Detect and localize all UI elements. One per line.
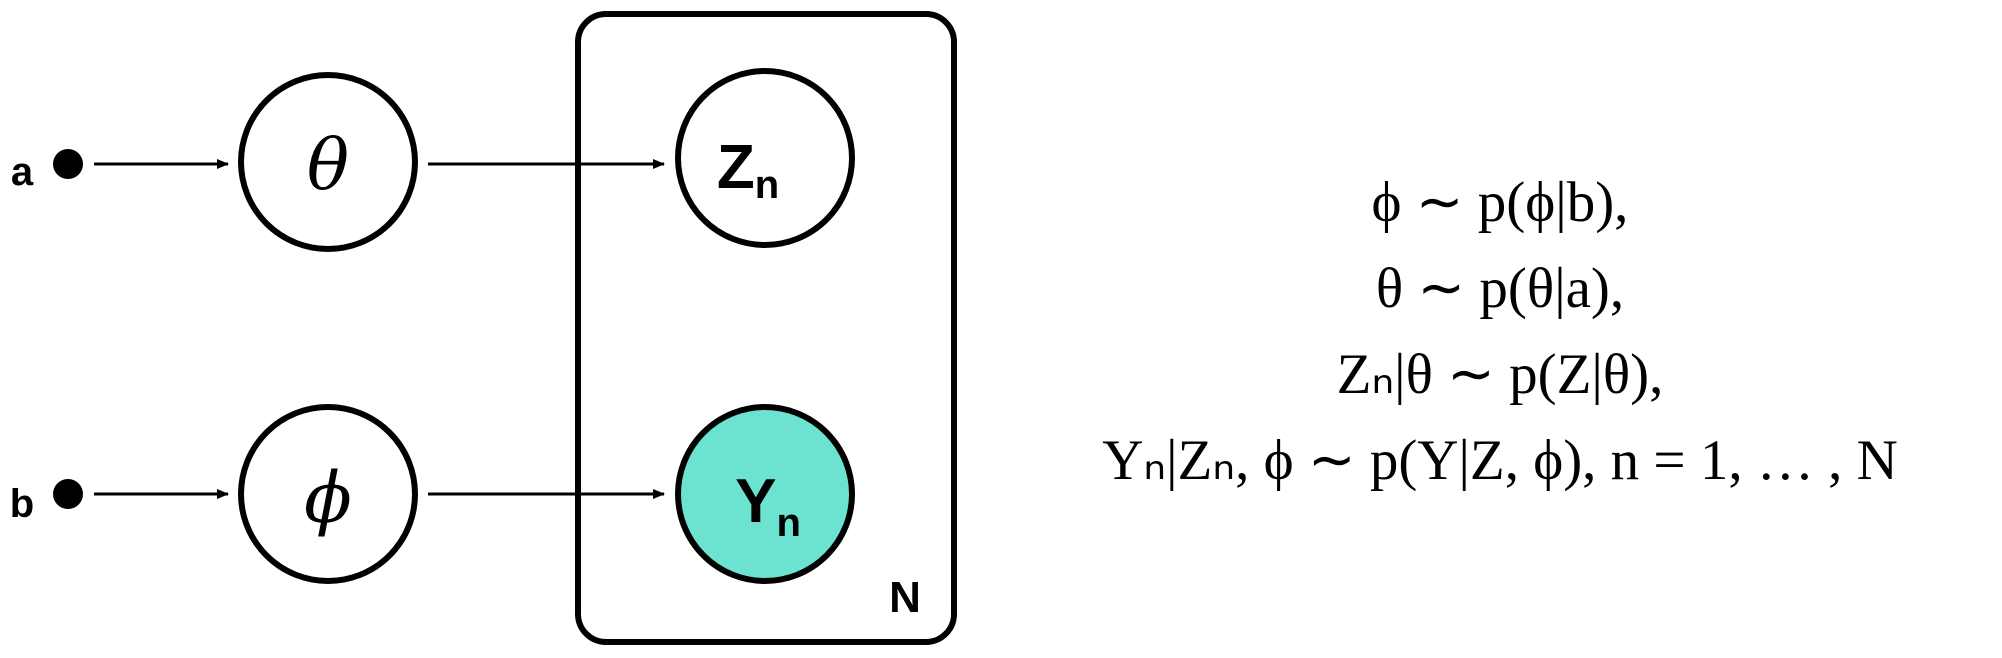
y-node-label: Yn: [735, 467, 801, 545]
plate-box: [575, 11, 957, 645]
theta-symbol: θ: [307, 124, 349, 206]
hyperparameter-a-dot: [53, 149, 83, 179]
y-node: [675, 404, 855, 584]
z-node: [675, 68, 855, 248]
equation-y: Yₙ|Zₙ, ϕ ∼ p(Y|Z, ϕ), n = 1, … , N: [1102, 429, 1898, 492]
plate-label: N: [889, 573, 921, 622]
phi-symbol: ϕ: [304, 457, 352, 539]
phi-node: [238, 404, 418, 584]
z-node-label: Zn: [717, 133, 779, 207]
equation-z: Zₙ|θ ∼ p(Z|θ),: [1336, 343, 1664, 406]
equation-theta: θ ∼ p(θ|a),: [1375, 257, 1625, 320]
theta-node: [238, 72, 418, 252]
hyperparameter-a-label: a: [11, 150, 34, 194]
equation-phi: ϕ ∼ p(ϕ|b),: [1371, 171, 1629, 234]
model-equations: ϕ ∼ p(ϕ|b), θ ∼ p(θ|a), Zₙ|θ ∼ p(Z|θ), Y…: [1000, 160, 2000, 504]
hyperparameter-b-label: b: [10, 482, 34, 526]
hyperparameter-b-dot: [53, 479, 83, 509]
